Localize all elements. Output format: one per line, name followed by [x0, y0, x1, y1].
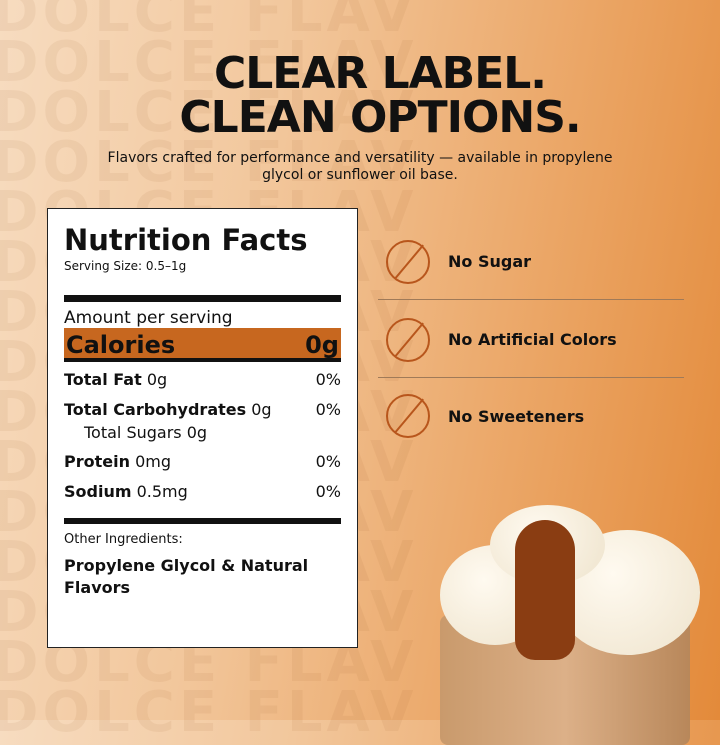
headline: CLEAR LABEL. CLEAN OPTIONS.: [179, 48, 581, 143]
subtitle: Flavors crafted for performance and vers…: [107, 150, 613, 183]
nutrient-row: Total Fat 0g 0%: [64, 370, 341, 389]
nutrition-title: Nutrition Facts: [64, 223, 308, 257]
sub-nutrient-row: Total Sugars 0g: [84, 423, 208, 442]
divider: [64, 295, 341, 302]
ingredients: Propylene Glycol & Natural Flavors: [64, 556, 309, 597]
nutrition-facts-label: Nutrition Facts Serving Size: 0.5–1g Amo…: [47, 208, 358, 648]
feature-no-artificial-colors: No Artificial Colors: [378, 302, 684, 378]
serving-size: Serving Size: 0.5–1g: [64, 259, 187, 273]
amount-per-serving: Amount per serving: [64, 308, 233, 328]
no-artificial-colors-icon: [386, 317, 430, 362]
no-sugar-icon: [386, 239, 430, 284]
nutrient-row: Total Carbohydrates 0g 0%: [64, 400, 341, 419]
nutrient-row: Protein 0mg 0%: [64, 452, 341, 471]
calories-row: Calories 0g: [64, 328, 341, 362]
feature-no-sugar: No Sugar: [378, 224, 684, 300]
no-sweeteners-icon: [386, 394, 430, 438]
other-ingredients-label: Other Ingredients:: [64, 532, 183, 547]
divider: [64, 518, 341, 524]
feature-no-sweeteners: No Sweeteners: [378, 378, 684, 454]
nutrient-row: Sodium 0.5mg 0%: [64, 482, 341, 501]
